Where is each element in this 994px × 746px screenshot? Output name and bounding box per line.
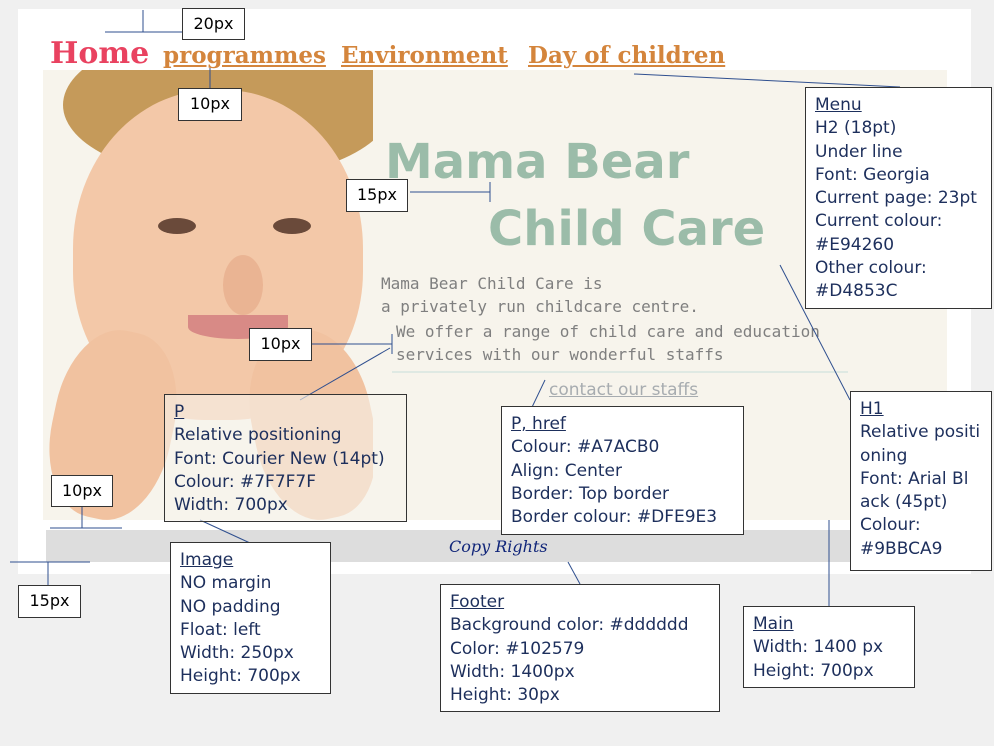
annotation-line: NO margin (180, 573, 272, 594)
annotation-p: P Relative positioning Font: Courier New… (164, 394, 407, 522)
line-menu (633, 73, 901, 88)
annotation-line: Colour: #A7ACB0 (511, 437, 660, 458)
nav-home[interactable]: Home (50, 36, 150, 71)
annotation-p-href-title: P, href (511, 414, 566, 434)
photo-nose (223, 255, 263, 315)
spacing-label-15px-bottom: 15px (18, 585, 81, 618)
spacing-label-20px: 20px (182, 8, 245, 40)
spacing-label-10px-p: 10px (249, 328, 312, 361)
paragraph-line: a privately run childcare centre. (381, 297, 699, 316)
annotation-menu-title: Menu (815, 95, 862, 115)
annotation-image-title: Image (180, 550, 234, 570)
spacing-label-10px-nav: 10px (178, 88, 242, 121)
paragraph-line: Mama Bear Child Care is (381, 274, 603, 293)
annotation-h1: H1 Relative positi oning Font: Arial Bl … (850, 391, 992, 571)
annotation-line: Font: Courier New (14pt) (174, 448, 385, 469)
annotation-line: Colour: #7F7F7F (174, 471, 317, 492)
nav-day-of-children[interactable]: Day of children (528, 42, 726, 69)
annotation-line: Other colour: (815, 258, 927, 279)
contact-link[interactable]: contact our staffs (549, 380, 699, 400)
annotation-footer: Footer Background color: #dddddd Color: … (440, 584, 720, 712)
annotation-line: Font: Arial Bl (860, 468, 969, 489)
annotation-line: Border: Top border (511, 483, 670, 504)
annotation-line: Font: Georgia (815, 164, 930, 185)
footer-text: Copy Rights (449, 537, 548, 556)
annotation-line: Relative positioning (174, 425, 342, 446)
annotation-h1-title: H1 (860, 399, 884, 419)
annotation-line: Height: 30px (450, 685, 560, 706)
annotation-line: Align: Center (511, 460, 622, 481)
annotation-footer-title: Footer (450, 592, 505, 612)
annotation-line: Width: 1400 px (753, 637, 884, 658)
annotation-line: Height: 700px (753, 660, 874, 681)
annotation-menu: Menu H2 (18pt) Under line Font: Georgia … (805, 87, 992, 309)
annotation-line: oning (860, 445, 908, 466)
line-p (299, 347, 391, 401)
paragraph-block-2: We offer a range of child care and educa… (396, 320, 820, 366)
annotation-line: Background color: #dddddd (450, 615, 689, 636)
annotation-line: NO padding (180, 596, 281, 617)
annotation-line: #D4853C (815, 281, 898, 302)
annotation-line: ack (45pt) (860, 492, 948, 513)
photo-eye-right (273, 218, 311, 234)
paragraph-line: services with our wonderful staffs (396, 345, 724, 364)
annotation-line: Border colour: #DFE9E3 (511, 507, 718, 528)
line-footer (567, 561, 581, 585)
annotation-main-title: Main (753, 614, 794, 634)
annotation-line: #E94260 (815, 234, 895, 255)
heading-line-2: Child Care (488, 201, 766, 257)
annotation-main: Main Width: 1400 px Height: 700px (743, 606, 915, 688)
annotation-line: Width: 1400px (450, 661, 575, 682)
annotation-p-href: P, href Colour: #A7ACB0 Align: Center Bo… (501, 406, 744, 535)
annotation-line: Current page: 23pt (815, 188, 977, 209)
line-image (199, 519, 251, 544)
annotation-line: #9BBCA9 (860, 538, 943, 559)
heading-line-1: Mama Bear (385, 134, 690, 190)
annotation-line: Float: left (180, 619, 261, 640)
annotation-line: Current colour: (815, 211, 943, 232)
paragraph-block-1: Mama Bear Child Care is a privately run … (381, 272, 699, 318)
annotation-line: Width: 700px (174, 495, 288, 516)
nav-programmes[interactable]: programmes (163, 42, 326, 69)
annotation-line: Height: 700px (180, 666, 301, 687)
top-border-rule (392, 371, 848, 373)
annotation-line: Relative positi (860, 422, 981, 443)
annotation-p-title: P (174, 402, 185, 422)
annotation-image: Image NO margin NO padding Float: left W… (170, 542, 331, 694)
line-h1 (779, 264, 851, 401)
photo-eye-left (158, 218, 196, 234)
paragraph-line: We offer a range of child care and educa… (396, 322, 820, 341)
spacing-label-15px-h1: 15px (346, 179, 408, 212)
annotation-line: Colour: (860, 515, 921, 536)
annotation-line: H2 (18pt) (815, 118, 897, 139)
annotation-line: Under line (815, 141, 903, 162)
spacing-label-10px-footer: 10px (51, 475, 113, 507)
annotation-line: Width: 250px (180, 643, 294, 664)
annotation-line: Color: #102579 (450, 638, 585, 659)
nav-environment[interactable]: Environment (341, 42, 508, 69)
